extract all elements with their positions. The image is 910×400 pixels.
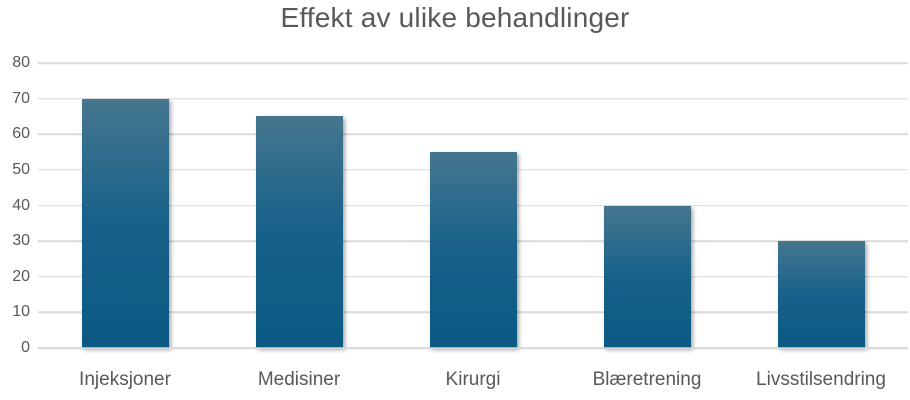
y-axis-tick-30: 30 (12, 232, 30, 250)
bar-kirurgi (429, 152, 517, 348)
x-axis-label-kirurgi: Kirurgi (445, 369, 501, 390)
x-axis-label-medisiner: Medisiner (257, 369, 341, 390)
bar-injeksjoner (81, 98, 169, 348)
bar-blæretrening (603, 205, 691, 348)
y-axis-tick-0: 0 (21, 339, 30, 356)
x-axis-label-injeksjoner: Injeksjoner (79, 369, 171, 390)
gridline-0 (38, 347, 908, 350)
plot-area (38, 62, 908, 350)
y-axis-tick-60: 60 (12, 125, 30, 143)
y-axis-tick-70: 70 (12, 89, 30, 107)
gridline-70 (38, 97, 908, 100)
y-axis-tick-40: 40 (12, 196, 30, 214)
y-axis-tick-80: 80 (12, 54, 30, 71)
x-axis-label-blæretrening: Blæretrening (592, 369, 702, 390)
y-axis-tick-20: 20 (12, 267, 30, 285)
chart-title: Effekt av ulike behandlinger (280, 2, 630, 33)
y-axis-tick-10: 10 (12, 303, 30, 321)
bar-medisiner (255, 116, 343, 348)
bar-livsstilsendring (777, 241, 865, 348)
y-axis-tick-50: 50 (12, 160, 30, 178)
x-axis-label-livsstilsendring: Livsstilsendring (756, 369, 886, 390)
gridline-60 (38, 133, 908, 135)
gridline-80 (38, 62, 908, 64)
